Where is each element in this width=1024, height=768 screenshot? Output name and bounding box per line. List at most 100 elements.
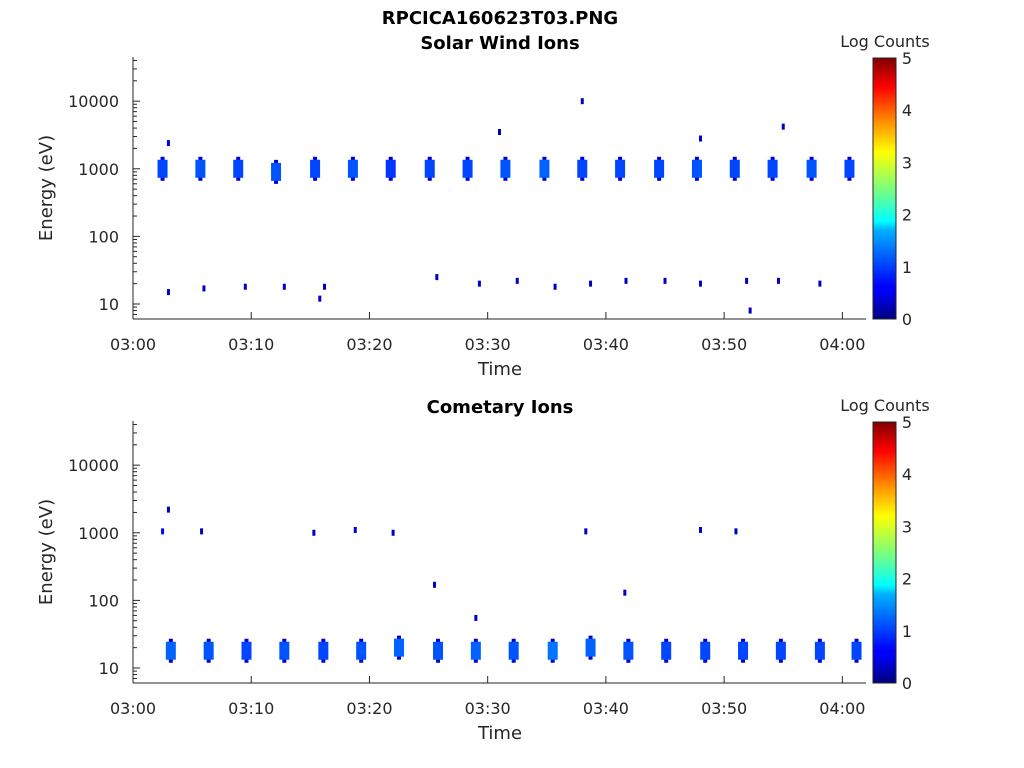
panel-1-x-ticks: 03:00 03:10 03:20 03:30 03:40 03:50 04:00 (110, 312, 865, 354)
heatmap-cell (734, 528, 738, 535)
y-tick-label: 100 (88, 591, 119, 610)
heatmap-cell (318, 641, 329, 660)
heatmap-cell (818, 280, 822, 287)
colorbar-tick-label: 0 (902, 310, 912, 329)
panel-2-colorbar-ticks: 0 1 2 3 4 5 (902, 413, 912, 693)
x-tick-label: 03:00 (110, 335, 156, 354)
heatmap-cell (347, 159, 358, 178)
heatmap-cell (585, 638, 596, 657)
heatmap-cell (748, 307, 752, 314)
heatmap-cell (432, 581, 436, 588)
colorbar-tick-label: 0 (902, 674, 912, 693)
panel-1-colorbar-ticks: 0 1 2 3 4 5 (902, 49, 912, 329)
heatmap-cell (356, 641, 367, 660)
heatmap-cell (777, 277, 781, 284)
y-tick-label: 1000 (78, 160, 119, 179)
panel-1-title: Solar Wind Ions (420, 33, 579, 54)
heatmap-cell (462, 159, 473, 178)
heatmap-cell (775, 641, 786, 660)
heatmap-cell (654, 159, 665, 178)
heatmap-cell (698, 135, 702, 142)
panel-solar-wind: Solar Wind Ions 03:00 03:10 03:20 03:30 03:4… (36, 32, 930, 380)
heatmap-cell (781, 123, 785, 130)
x-tick-label: 03:30 (465, 699, 511, 718)
colorbar-tick-label: 5 (902, 413, 912, 432)
heatmap-cell (202, 285, 206, 292)
colorbar-tick-label: 3 (902, 517, 912, 536)
heatmap-cell (698, 526, 702, 533)
heatmap-cell (584, 528, 588, 535)
panel-2-colorbar-label: Log Counts (840, 396, 930, 415)
x-tick-label: 03:40 (583, 335, 629, 354)
heatmap-cell (767, 159, 778, 178)
heatmap-cell (498, 128, 501, 135)
heatmap-cell (424, 159, 435, 178)
panel-2-ylabel: Energy (eV) (36, 499, 57, 605)
x-tick-label: 03:30 (465, 335, 511, 354)
panel-2-cells (161, 506, 862, 663)
heatmap-cell (615, 159, 626, 178)
heatmap-cell (700, 641, 711, 660)
colorbar-tick-label: 5 (902, 49, 912, 68)
heatmap-cell (470, 641, 481, 660)
heatmap-cell (844, 159, 855, 178)
heatmap-cell (623, 589, 627, 596)
x-tick-label: 03:50 (701, 699, 747, 718)
panel-1-y-ticks: 10 100 1000 10000 (68, 59, 140, 320)
y-tick-label: 10000 (68, 92, 119, 111)
heatmap-cell (279, 641, 290, 660)
colorbar-tick-label: 2 (902, 206, 912, 225)
figure-filename: RPCICA160623T03.PNG (382, 8, 618, 29)
panel-2-x-ticks: 03:00 03:10 03:20 03:30 03:40 03:50 04:00 (110, 676, 865, 718)
heatmap-cell (195, 159, 206, 178)
panel-2-title: Cometary Ions (427, 397, 574, 418)
heatmap-cell (312, 529, 316, 536)
x-tick-label: 03:00 (110, 699, 156, 718)
x-tick-label: 03:20 (346, 335, 392, 354)
y-tick-label: 100 (88, 227, 119, 246)
heatmap-cell (433, 641, 444, 660)
panel-2-y-ticks: 10 100 1000 10000 (68, 423, 140, 684)
heatmap-cell (851, 641, 862, 660)
heatmap-cell (157, 159, 168, 178)
heatmap-cell (166, 140, 170, 147)
panel-2-colorbar (872, 421, 897, 684)
panel-1-xlabel: Time (477, 359, 522, 380)
heatmap-cell (477, 280, 481, 287)
heatmap-cell (580, 98, 584, 105)
heatmap-cell (435, 274, 439, 281)
colorbar-tick-label: 1 (902, 258, 912, 277)
heatmap-cell (553, 283, 557, 290)
heatmap-cell (394, 638, 405, 657)
heatmap-cell (323, 283, 327, 290)
panel-1-cells (157, 98, 855, 314)
panel-1-ylabel: Energy (eV) (36, 135, 57, 241)
heatmap-cell (508, 641, 519, 660)
panel-1-colorbar (872, 57, 897, 320)
heatmap-cell (241, 641, 252, 660)
heatmap-cell (166, 289, 170, 296)
heatmap-cell (539, 159, 550, 178)
y-tick-label: 10 (99, 295, 119, 314)
heatmap-cell (623, 641, 634, 660)
heatmap-cell (547, 641, 558, 660)
colorbar-tick-label: 4 (902, 465, 912, 484)
heatmap-cell (814, 641, 825, 660)
heatmap-cell (806, 159, 817, 178)
heatmap-cell (698, 280, 702, 287)
x-tick-label: 04:00 (819, 699, 865, 718)
heatmap-cell (663, 277, 667, 284)
heatmap-cell (391, 529, 395, 536)
x-tick-label: 03:10 (228, 699, 274, 718)
x-tick-label: 03:40 (583, 699, 629, 718)
y-tick-label: 1000 (78, 524, 119, 543)
panel-1-colorbar-label: Log Counts (840, 32, 930, 51)
heatmap-cell (200, 528, 204, 535)
y-tick-label: 10 (99, 659, 119, 678)
x-tick-label: 03:10 (228, 335, 274, 354)
heatmap-cell (310, 159, 321, 178)
heatmap-cell (243, 283, 247, 290)
heatmap-cell (624, 277, 628, 284)
colorbar-tick-label: 2 (902, 570, 912, 589)
